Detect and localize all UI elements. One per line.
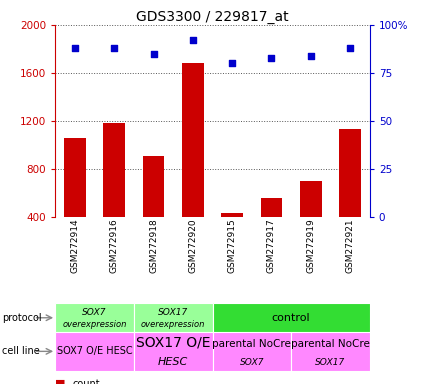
Text: SOX7 O/E HESC: SOX7 O/E HESC [57, 346, 132, 356]
Text: cell line: cell line [2, 346, 40, 356]
Text: HESC: HESC [158, 357, 188, 367]
Point [268, 55, 275, 61]
Bar [182, 63, 204, 265]
Text: overexpression: overexpression [62, 321, 127, 329]
Bar [212, 332, 291, 371]
Bar [55, 303, 134, 332]
Bar [212, 303, 370, 332]
Text: GSM272916: GSM272916 [110, 219, 119, 273]
Point [307, 53, 314, 59]
Bar [134, 332, 212, 371]
Bar [64, 138, 86, 265]
Text: SOX17 O/E: SOX17 O/E [136, 336, 210, 350]
Bar [143, 156, 164, 265]
Text: GSM272915: GSM272915 [228, 219, 237, 273]
Point [111, 45, 118, 51]
Text: protocol: protocol [2, 313, 42, 323]
Text: overexpression: overexpression [141, 321, 205, 329]
Text: GSM272914: GSM272914 [71, 219, 79, 273]
Text: GSM272918: GSM272918 [149, 219, 158, 273]
Text: GSM272920: GSM272920 [188, 219, 197, 273]
Text: SOX17: SOX17 [315, 358, 346, 367]
Bar [339, 129, 361, 265]
Bar [134, 303, 212, 332]
Bar [55, 332, 134, 371]
Point [190, 37, 196, 43]
Bar [103, 123, 125, 265]
Text: GSM272919: GSM272919 [306, 219, 315, 273]
Point [229, 60, 235, 66]
Text: SOX7: SOX7 [82, 308, 107, 317]
Bar [261, 198, 282, 265]
Text: SOX17: SOX17 [158, 308, 188, 317]
Title: GDS3300 / 229817_at: GDS3300 / 229817_at [136, 10, 289, 24]
Text: count: count [72, 379, 100, 384]
Point [347, 45, 354, 51]
Text: ■: ■ [55, 379, 66, 384]
Bar [300, 181, 322, 265]
Text: GSM272921: GSM272921 [346, 219, 354, 273]
Text: GSM272917: GSM272917 [267, 219, 276, 273]
Point [150, 51, 157, 57]
Text: parental NoCre: parental NoCre [291, 339, 370, 349]
Point [71, 45, 78, 51]
Bar [291, 332, 370, 371]
Text: parental NoCre: parental NoCre [212, 339, 291, 349]
Text: control: control [272, 313, 310, 323]
Bar [221, 214, 243, 265]
Text: SOX7: SOX7 [240, 358, 264, 367]
